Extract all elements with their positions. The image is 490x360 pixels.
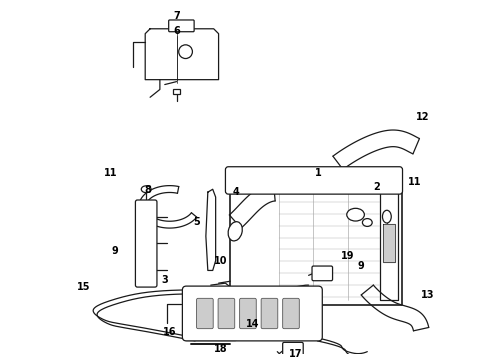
Bar <box>230 183 401 305</box>
Bar <box>383 225 394 262</box>
Ellipse shape <box>383 210 392 223</box>
Text: 11: 11 <box>408 177 421 188</box>
FancyBboxPatch shape <box>182 286 322 341</box>
Text: 11: 11 <box>104 168 118 177</box>
Text: 12: 12 <box>416 112 430 122</box>
Text: 18: 18 <box>214 344 227 354</box>
FancyBboxPatch shape <box>225 167 402 194</box>
Text: 17: 17 <box>289 348 303 359</box>
Ellipse shape <box>141 186 151 193</box>
Text: 7: 7 <box>173 11 180 21</box>
FancyBboxPatch shape <box>218 298 235 329</box>
FancyBboxPatch shape <box>196 298 213 329</box>
Text: 10: 10 <box>214 256 227 266</box>
Text: 1: 1 <box>315 168 322 177</box>
FancyBboxPatch shape <box>283 342 303 357</box>
Ellipse shape <box>347 208 365 221</box>
Ellipse shape <box>363 219 372 226</box>
FancyBboxPatch shape <box>283 298 299 329</box>
Polygon shape <box>361 285 429 331</box>
FancyBboxPatch shape <box>169 20 194 32</box>
Polygon shape <box>333 130 419 170</box>
FancyBboxPatch shape <box>135 200 157 287</box>
Text: 3: 3 <box>161 275 168 285</box>
Polygon shape <box>139 186 196 228</box>
Text: 4: 4 <box>233 187 240 197</box>
Text: 9: 9 <box>112 246 118 256</box>
FancyBboxPatch shape <box>312 266 333 281</box>
Polygon shape <box>206 189 216 270</box>
Circle shape <box>179 45 193 59</box>
Text: 15: 15 <box>77 282 90 292</box>
Bar <box>380 187 397 300</box>
Text: 8: 8 <box>145 185 151 195</box>
Text: 16: 16 <box>163 327 176 337</box>
Text: 19: 19 <box>341 251 354 261</box>
Polygon shape <box>145 29 219 80</box>
Text: 14: 14 <box>246 319 260 329</box>
Text: 13: 13 <box>421 290 435 300</box>
FancyBboxPatch shape <box>240 298 256 329</box>
Text: 5: 5 <box>194 216 200 226</box>
FancyBboxPatch shape <box>172 89 180 94</box>
Text: 2: 2 <box>374 182 380 192</box>
Text: 6: 6 <box>173 26 180 36</box>
Text: 9: 9 <box>357 261 364 271</box>
Polygon shape <box>229 183 275 228</box>
FancyBboxPatch shape <box>261 298 278 329</box>
Ellipse shape <box>228 222 242 241</box>
